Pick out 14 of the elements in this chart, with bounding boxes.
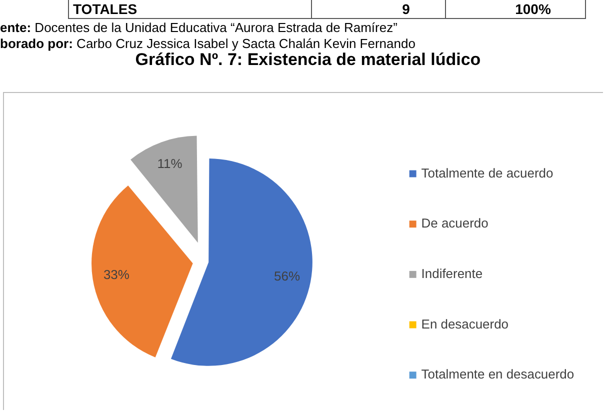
legend-label: Indiferente [421,266,483,281]
data-label: 11% [157,156,183,172]
text: 9 [402,1,410,17]
data-label: 56% [274,268,300,284]
text: borado por: Carbo Cruz Jessica Isabel y Sacta Chalán Kevin Fernando [0,36,416,51]
legend-label: Totalmente en desacuerdo [421,366,574,382]
data-label: 33% [103,267,130,282]
legend-label: De acuerdo [421,216,488,231]
legend-label: En desacuerdo [421,316,509,332]
text: 100% [515,1,551,17]
chart-title: Gráfico Nº. 7: Existencia de material lúdico [135,50,481,70]
text: TOTALES [73,1,138,17]
text: ente: Docentes de la Unidad Educativa “Aurora Estrada de Ramírez” [0,20,398,35]
legend-label: Totalmente de acuerdo [421,165,554,180]
